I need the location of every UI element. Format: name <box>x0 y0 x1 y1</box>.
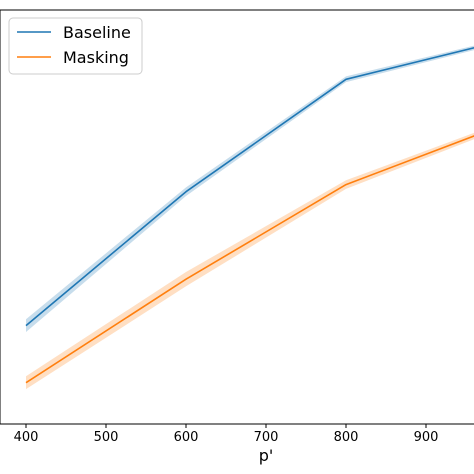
masking-legend-label: Masking <box>63 48 129 67</box>
x-tick-label-700: 700 <box>254 430 279 445</box>
baseline-legend-label: Baseline <box>63 23 131 42</box>
x-tick-label-400: 400 <box>14 430 39 445</box>
masking-line <box>25 135 474 384</box>
series-lines <box>25 47 474 384</box>
plot-frame <box>0 9 474 425</box>
x-axis-title: p' <box>259 446 274 465</box>
x-tick-label-800: 800 <box>334 430 359 445</box>
legend: Baseline Masking <box>8 17 143 75</box>
x-tick-label-600: 600 <box>174 430 199 445</box>
baseline-line <box>25 47 474 327</box>
x-tick-label-900: 900 <box>414 430 439 445</box>
x-axis-ticks: 400 500 600 700 800 900 <box>14 424 439 445</box>
x-tick-label-500: 500 <box>94 430 119 445</box>
legend-entries: Baseline Masking <box>17 23 131 67</box>
